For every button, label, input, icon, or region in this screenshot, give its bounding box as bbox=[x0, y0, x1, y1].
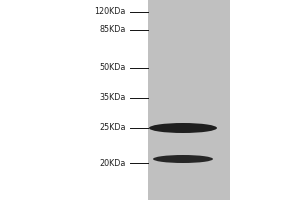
Bar bbox=[148, 0, 230, 200]
Ellipse shape bbox=[153, 155, 213, 163]
Text: 35KDa: 35KDa bbox=[100, 94, 126, 102]
Text: 85KDa: 85KDa bbox=[100, 25, 126, 34]
Text: 25KDa: 25KDa bbox=[100, 123, 126, 132]
Ellipse shape bbox=[149, 123, 217, 133]
Text: 20KDa: 20KDa bbox=[100, 158, 126, 168]
Text: 50KDa: 50KDa bbox=[100, 64, 126, 72]
Text: 120KDa: 120KDa bbox=[94, 7, 126, 17]
